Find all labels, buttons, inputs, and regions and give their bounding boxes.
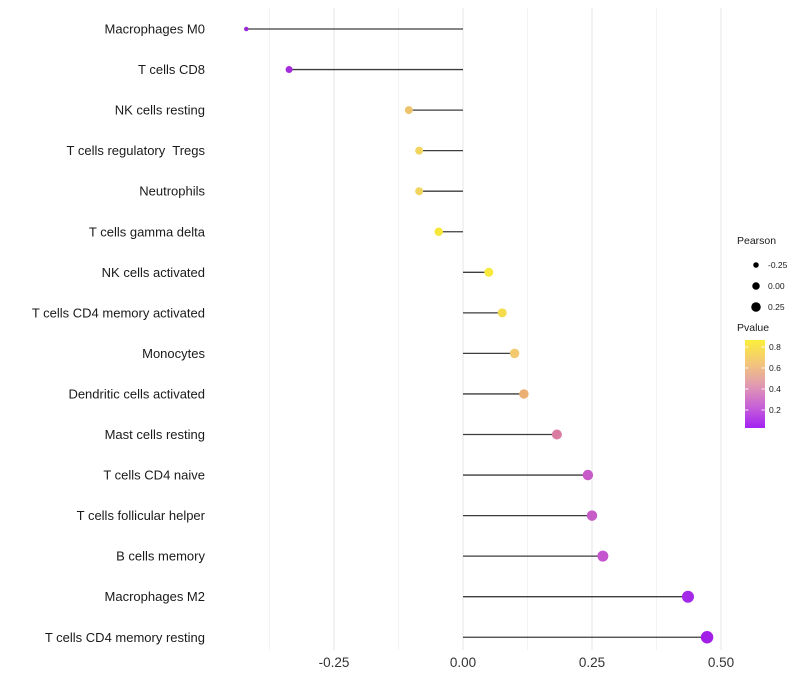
y-axis-label: Macrophages M0 — [105, 22, 205, 37]
legend-size-label: -0.25 — [768, 260, 788, 270]
pvalue-tick-label: 0.8 — [769, 342, 781, 352]
y-axis-label: Monocytes — [142, 346, 205, 361]
lollipop-dot — [415, 146, 424, 155]
y-axis-label: NK cells resting — [115, 103, 205, 118]
lollipop-dot — [404, 106, 413, 115]
y-axis-label: Dendritic cells activated — [68, 386, 205, 401]
y-axis-label: T cells regulatory Tregs — [67, 143, 206, 158]
lollipop-dot — [497, 308, 507, 318]
lollipop-dot — [582, 469, 594, 481]
pvalue-gradient-bar — [745, 340, 765, 428]
pvalue-tick-label: 0.4 — [769, 384, 781, 394]
y-axis-label: T cells CD4 memory activated — [32, 305, 205, 320]
y-axis-label: T cells CD4 naive — [103, 468, 205, 483]
legend-size-dot — [751, 302, 761, 312]
legend-size-dot — [752, 282, 760, 290]
y-axis-label: Neutrophils — [139, 184, 205, 199]
y-axis-label: T cells gamma delta — [89, 224, 206, 239]
lollipop-dot — [415, 187, 424, 196]
y-axis-label: T cells CD4 memory resting — [45, 630, 205, 645]
lollipop-dot — [586, 510, 598, 521]
lollipop-dot — [519, 389, 529, 399]
x-tick-label: 0.00 — [450, 655, 476, 670]
pvalue-tick-label: 0.6 — [769, 363, 781, 373]
y-axis-label: T cells CD8 — [138, 62, 205, 77]
lollipop-dot — [509, 348, 520, 359]
lollipop-dot — [681, 590, 694, 603]
lollipop-dot — [597, 550, 609, 562]
legend-size-dot — [753, 262, 759, 268]
pvalue-tick-label: 0.2 — [769, 405, 781, 415]
lollipop-dot — [244, 26, 249, 32]
lollipop-dot — [434, 227, 443, 236]
y-axis-label: B cells memory — [116, 549, 205, 564]
lollipop-dot — [700, 631, 714, 644]
y-axis-label: NK cells activated — [102, 265, 205, 280]
lollipop-dot — [285, 66, 293, 74]
y-axis-label: T cells follicular helper — [77, 508, 206, 523]
x-tick-label: -0.25 — [319, 655, 350, 670]
legend-size-label: 0.25 — [768, 302, 785, 312]
lollipop-dot — [484, 267, 494, 277]
x-tick-label: 0.25 — [579, 655, 605, 670]
legend-size-label: 0.00 — [768, 281, 785, 291]
y-axis-label: Mast cells resting — [105, 427, 205, 442]
x-tick-label: 0.50 — [708, 655, 734, 670]
lollipop-dot — [551, 429, 562, 440]
legend-color-title: Pvalue — [737, 322, 769, 334]
y-axis-label: Macrophages M2 — [105, 589, 205, 604]
legend-size-title: Pearson — [737, 235, 776, 247]
